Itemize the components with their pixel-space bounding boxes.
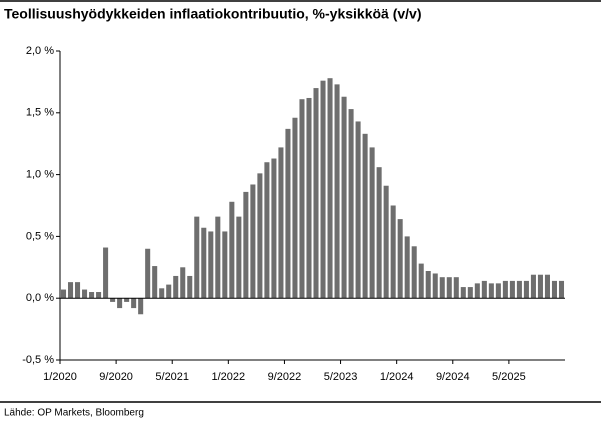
source: Lähde: OP Markets, Bloomberg (4, 408, 144, 419)
bar (516, 280, 522, 299)
bar (453, 277, 459, 299)
bar (236, 216, 242, 299)
bar (376, 167, 382, 299)
bar (173, 275, 179, 299)
bar (355, 121, 361, 299)
y-tick-label: 2,0 % (26, 45, 54, 57)
bar (271, 158, 277, 299)
bar (82, 289, 88, 299)
bar (369, 147, 375, 299)
bar (166, 284, 172, 299)
y-tick-label: 1,5 % (26, 107, 54, 119)
bar (229, 201, 235, 299)
x-tick-label: 1/2020 (43, 371, 77, 383)
bar (502, 280, 508, 299)
bar (250, 184, 256, 299)
bar (488, 283, 494, 299)
bar (152, 266, 158, 299)
bar (180, 267, 186, 299)
bar (96, 292, 102, 299)
bar (103, 247, 109, 299)
bar (215, 216, 221, 299)
x-tick-label: 5/2021 (155, 371, 189, 383)
bar (509, 280, 515, 299)
bar (558, 280, 565, 299)
bar (292, 117, 298, 299)
bar (278, 147, 284, 299)
y-tick-label: 0,0 % (26, 292, 54, 304)
x-tick-label: 5/2023 (324, 371, 358, 383)
bar (117, 298, 123, 309)
bar (194, 216, 200, 299)
bar (320, 80, 326, 299)
y-tick-label: 1,0 % (26, 169, 54, 181)
bar (75, 282, 81, 299)
bar (264, 162, 270, 299)
bar (138, 298, 144, 315)
bar (89, 292, 95, 299)
bar (537, 274, 543, 299)
bar (460, 287, 466, 299)
bar (474, 283, 480, 299)
bar (306, 97, 312, 299)
y-tick-label: -0,5 % (22, 354, 54, 366)
bar (530, 274, 536, 299)
bar (446, 277, 452, 299)
bar (362, 133, 368, 299)
bar (467, 287, 473, 299)
bar (299, 99, 305, 299)
bar (222, 231, 228, 299)
bar (208, 231, 214, 299)
bar (432, 273, 438, 299)
bar (60, 289, 67, 299)
bar (425, 271, 431, 299)
bar (495, 283, 501, 299)
bar (313, 88, 319, 299)
bar (187, 275, 193, 299)
bar (404, 236, 410, 299)
bar (544, 274, 550, 299)
x-tick-label: 1/2022 (212, 371, 246, 383)
bar (348, 109, 354, 299)
x-tick-label: 1/2024 (380, 371, 414, 383)
bar (285, 128, 291, 299)
x-tick-label: 9/2022 (268, 371, 302, 383)
bar (390, 205, 396, 299)
bar (523, 280, 529, 299)
x-tick-label: 9/2020 (99, 371, 133, 383)
bar (124, 298, 130, 302)
bar (67, 282, 74, 299)
bar (110, 298, 116, 302)
y-tick-label: 0,5 % (26, 230, 54, 242)
bar (243, 191, 249, 299)
bar (397, 219, 403, 299)
bar (145, 248, 151, 299)
bar (334, 84, 340, 299)
bar (131, 298, 137, 309)
x-tick-label: 5/2025 (492, 371, 526, 383)
x-tick-label: 9/2024 (436, 371, 470, 383)
bar (341, 96, 347, 299)
bar (418, 263, 424, 299)
bar (383, 185, 389, 299)
bar (159, 288, 165, 299)
bar (481, 280, 487, 299)
bar (201, 227, 207, 299)
bar (439, 277, 445, 299)
bar (257, 173, 263, 299)
bar (551, 280, 558, 299)
bar (411, 246, 417, 299)
chart-title: Teollisuushyödykkeiden inflaatiokontribu… (4, 6, 422, 22)
bar (327, 78, 333, 299)
